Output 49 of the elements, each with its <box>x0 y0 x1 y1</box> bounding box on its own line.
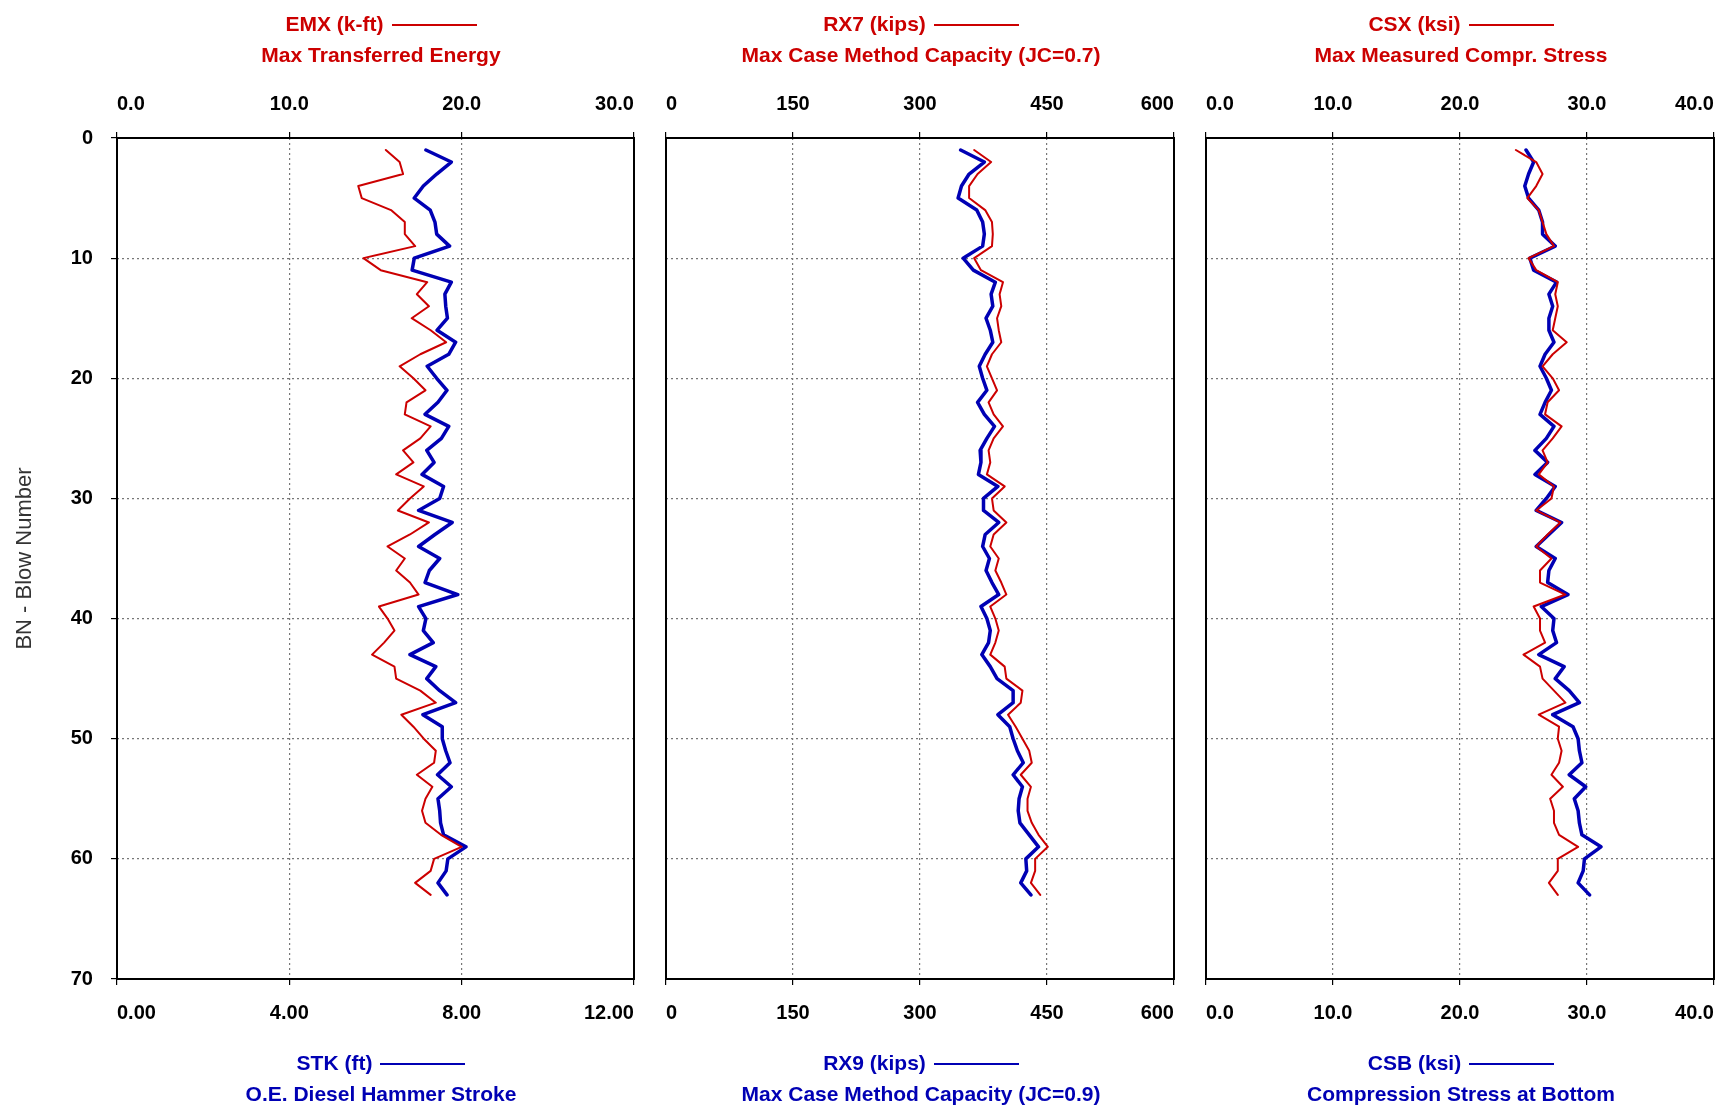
y-tick-label: 50 <box>70 726 93 749</box>
x2-tick-label: 40.0 <box>1675 91 1714 114</box>
y-tick-label: 60 <box>70 846 93 869</box>
legend-label: CSB (ksi) <box>1367 1051 1462 1074</box>
x-tick-label: 0 <box>666 1000 678 1023</box>
legend-label: RX9 (kips) <box>823 1051 926 1074</box>
x2-tick-label: 0.0 <box>1206 91 1234 114</box>
x-tick-label: 150 <box>776 1000 810 1023</box>
x-tick-label: 300 <box>903 1000 937 1023</box>
y-tick-label: 70 <box>70 966 93 989</box>
x-tick-label: 12.00 <box>583 1000 634 1023</box>
legend-label: RX7 (kips) <box>823 12 926 35</box>
x-tick-label: 600 <box>1140 1000 1174 1023</box>
x-tick-label: 20.0 <box>1440 1000 1480 1023</box>
x-axis-title: O.E. Diesel Hammer Stroke <box>245 1082 517 1105</box>
x2-tick-label: 150 <box>776 91 810 114</box>
x-tick-label: 450 <box>1030 1000 1064 1023</box>
x2-tick-label: 450 <box>1030 91 1064 114</box>
legend-label: CSX (ksi) <box>1368 12 1461 35</box>
x2-tick-label: 20.0 <box>1440 91 1480 114</box>
x2-tick-label: 300 <box>903 91 937 114</box>
x-axis-title: Compression Stress at Bottom <box>1306 1082 1616 1105</box>
x2-axis-title: Max Case Method Capacity (JC=0.7) <box>741 43 1101 66</box>
x2-tick-label: 30.0 <box>1567 91 1607 114</box>
x2-axis-title: Max Transferred Energy <box>261 43 501 66</box>
x2-tick-label: 20.0 <box>442 91 482 114</box>
y-tick-label: 20 <box>70 365 93 388</box>
x-tick-label: 0.00 <box>117 1000 156 1023</box>
x-tick-label: 10.0 <box>1313 1000 1353 1023</box>
x-tick-label: 0.0 <box>1206 1000 1234 1023</box>
x2-tick-label: 0 <box>666 91 678 114</box>
x-tick-label: 40.0 <box>1675 1000 1714 1023</box>
x-tick-label: 30.0 <box>1567 1000 1607 1023</box>
x2-tick-label: 10.0 <box>1313 91 1353 114</box>
legend-label: STK (ft) <box>296 1051 373 1074</box>
x-axis-title: Max Case Method Capacity (JC=0.9) <box>741 1082 1101 1105</box>
x2-tick-label: 30.0 <box>595 91 634 114</box>
x-tick-label: 8.00 <box>442 1000 482 1023</box>
x-tick-label: 4.00 <box>269 1000 309 1023</box>
y-axis-title: BN - Blow Number <box>11 467 37 650</box>
y-tick-label: 0 <box>81 125 93 148</box>
x2-axis-title: Max Measured Compr. Stress <box>1314 43 1608 66</box>
x2-tick-label: 0.0 <box>117 91 145 114</box>
y-tick-label: 40 <box>70 606 93 629</box>
x2-tick-label: 10.0 <box>269 91 309 114</box>
y-tick-label: 10 <box>70 245 93 268</box>
x2-tick-label: 600 <box>1140 91 1174 114</box>
y-tick-label: 30 <box>70 485 93 508</box>
legend-label: EMX (k-ft) <box>285 12 384 35</box>
